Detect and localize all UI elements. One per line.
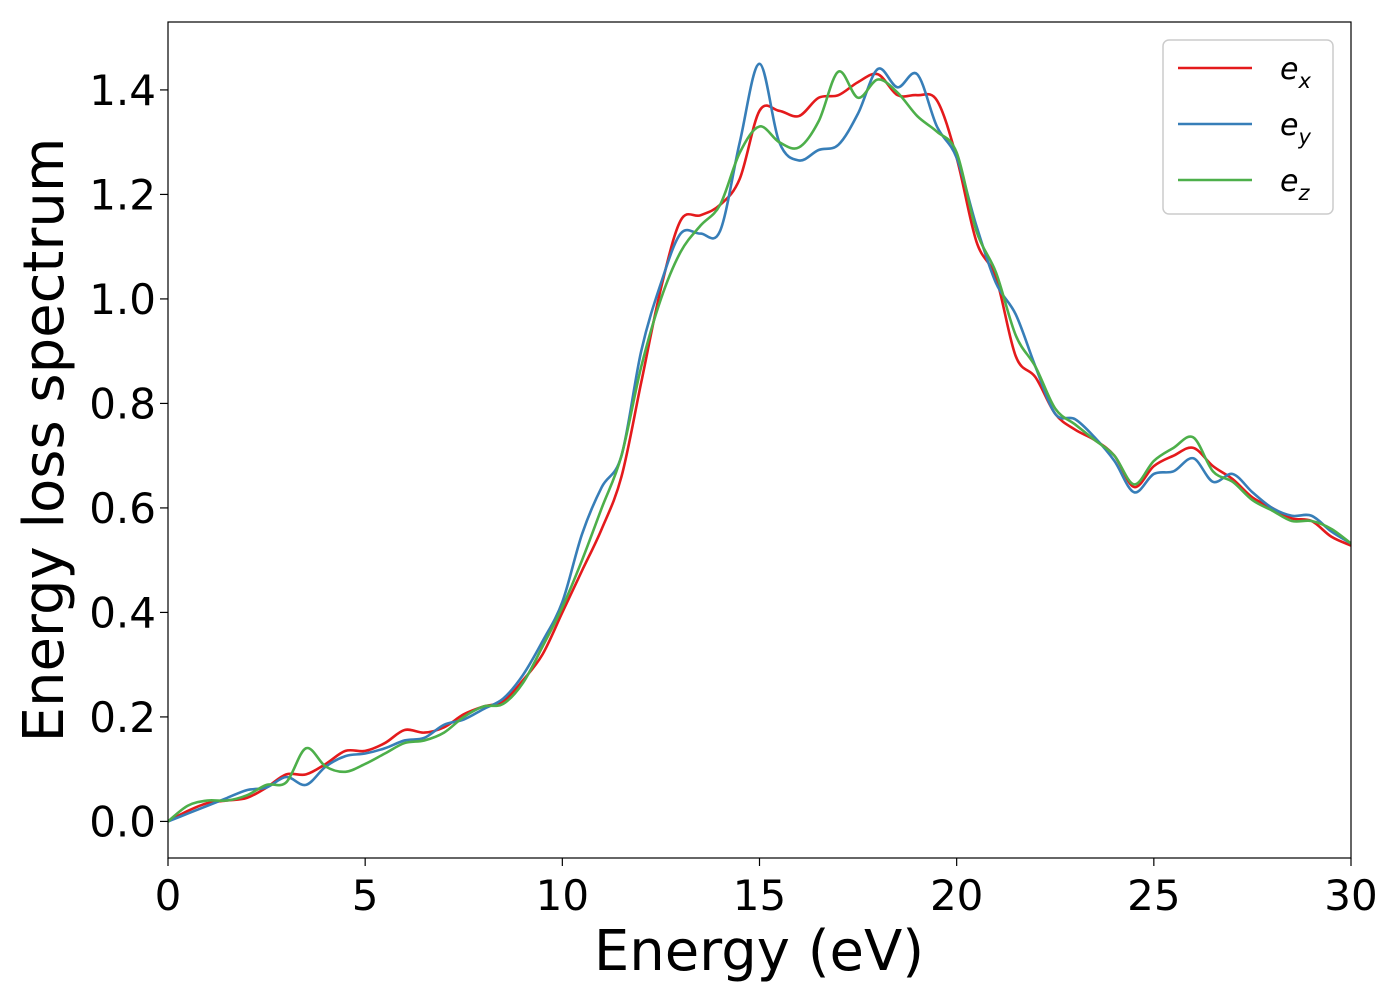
series-line-e-x <box>168 72 1351 823</box>
x-tick-label: 20 <box>930 871 983 920</box>
y-tick-label: 0.0 <box>89 797 156 846</box>
y-tick-label: 1.2 <box>89 170 156 219</box>
x-tick-label: 30 <box>1324 871 1377 920</box>
y-tick-label: 0.4 <box>89 588 156 637</box>
series-layer <box>168 62 1351 823</box>
x-tick-label: 5 <box>352 871 379 920</box>
x-tick-label: 25 <box>1127 871 1180 920</box>
y-tick-label: 1.0 <box>89 275 156 324</box>
x-tick-label: 15 <box>733 871 786 920</box>
y-axis-ticks: 0.0 0.2 0.4 0.6 0.8 1.0 1.2 1.4 <box>89 66 168 846</box>
y-tick-label: 0.8 <box>89 379 156 428</box>
x-tick-label: 10 <box>536 871 589 920</box>
series-line-e-y <box>168 62 1351 823</box>
legend-label-e-y: ey <box>1280 108 1311 149</box>
x-axis-ticks: 0 5 10 15 20 25 30 <box>155 858 1378 920</box>
legend-box <box>1162 39 1334 215</box>
y-tick-label: 0.2 <box>89 693 156 742</box>
y-tick-label: 0.6 <box>89 484 156 533</box>
x-tick-label: 0 <box>155 871 182 920</box>
plot-background <box>168 22 1351 858</box>
y-tick-label: 1.4 <box>89 66 156 115</box>
x-axis-label: Energy (eV) <box>594 919 924 984</box>
series-line-e-z <box>168 70 1351 823</box>
y-axis-label: Energy loss spectrum <box>12 138 77 743</box>
